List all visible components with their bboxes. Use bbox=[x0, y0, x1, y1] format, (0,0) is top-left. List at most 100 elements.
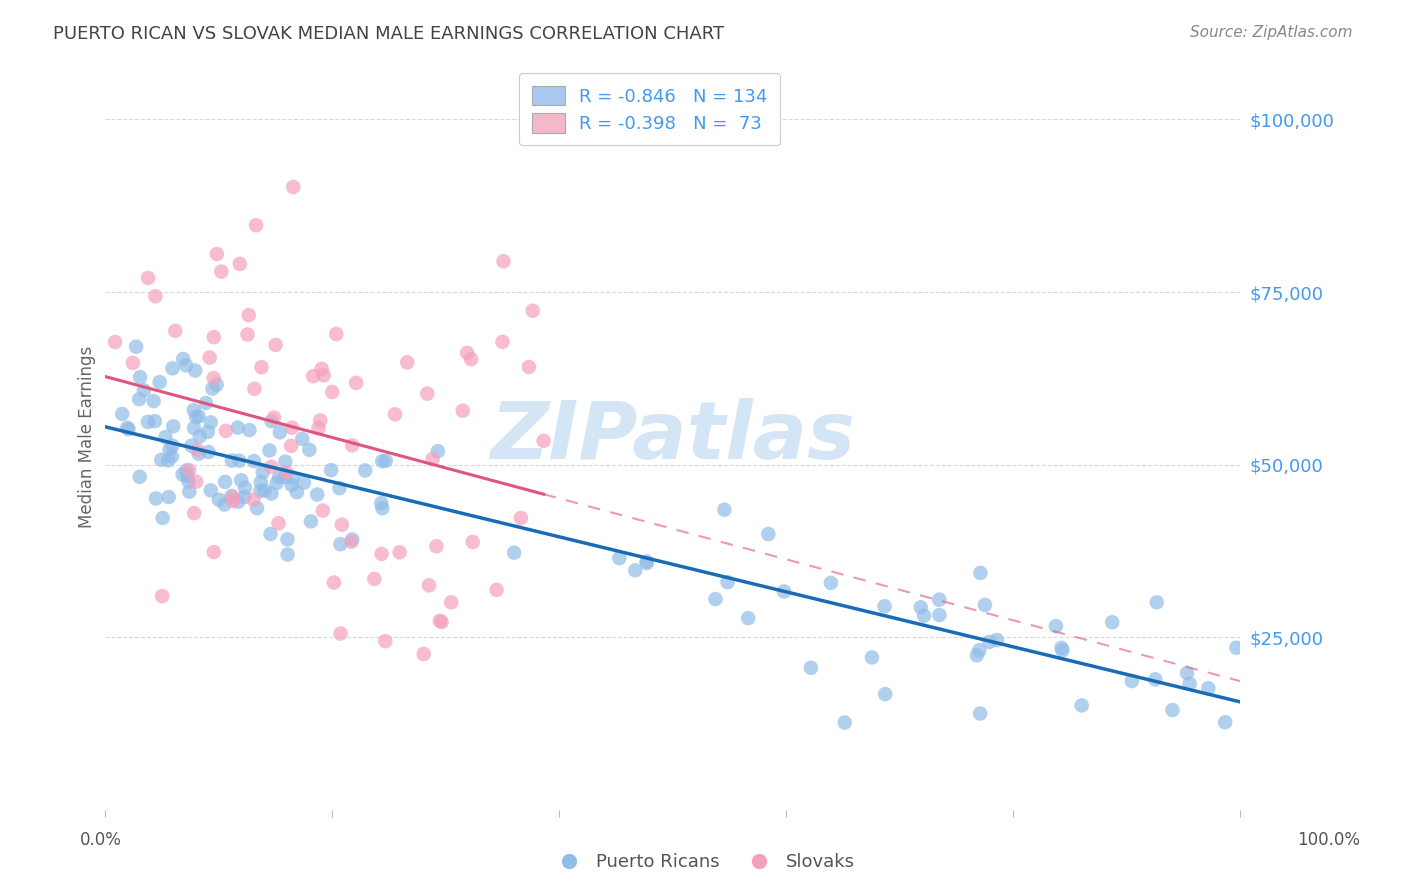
Point bbox=[1101, 615, 1123, 630]
Point bbox=[416, 386, 439, 401]
Point bbox=[292, 475, 315, 490]
Point bbox=[1161, 703, 1184, 717]
Point bbox=[374, 634, 396, 648]
Point bbox=[430, 615, 453, 629]
Point bbox=[969, 706, 991, 721]
Point bbox=[503, 546, 526, 560]
Point bbox=[150, 589, 173, 603]
Point bbox=[260, 459, 283, 474]
Point bbox=[340, 534, 363, 549]
Point bbox=[176, 469, 198, 483]
Point bbox=[974, 598, 997, 612]
Point bbox=[716, 575, 738, 590]
Point bbox=[281, 420, 304, 434]
Point bbox=[197, 445, 219, 459]
Point bbox=[236, 327, 259, 342]
Point bbox=[328, 481, 350, 495]
Point bbox=[636, 554, 658, 568]
Point bbox=[249, 475, 271, 490]
Point bbox=[461, 535, 484, 549]
Point bbox=[322, 575, 344, 590]
Point bbox=[215, 424, 238, 438]
Text: PUERTO RICAN VS SLOVAK MEDIAN MALE EARNINGS CORRELATION CHART: PUERTO RICAN VS SLOVAK MEDIAN MALE EARNI… bbox=[53, 25, 724, 43]
Point bbox=[363, 572, 385, 586]
Point bbox=[221, 453, 243, 467]
Point bbox=[238, 308, 260, 322]
Point bbox=[873, 599, 896, 614]
Point bbox=[186, 475, 208, 489]
Point bbox=[242, 492, 264, 507]
Point bbox=[875, 687, 897, 701]
Point bbox=[344, 376, 367, 390]
Point bbox=[312, 368, 335, 383]
Point bbox=[229, 257, 252, 271]
Point bbox=[485, 582, 508, 597]
Point bbox=[426, 444, 449, 458]
Point bbox=[298, 442, 321, 457]
Point bbox=[243, 454, 266, 468]
Point bbox=[194, 396, 217, 410]
Point bbox=[624, 563, 647, 577]
Point bbox=[312, 503, 335, 517]
Point bbox=[969, 566, 991, 580]
Point bbox=[149, 375, 172, 389]
Point bbox=[384, 408, 406, 422]
Point bbox=[1052, 643, 1074, 657]
Point bbox=[183, 403, 205, 417]
Point bbox=[492, 254, 515, 268]
Point bbox=[1178, 677, 1201, 691]
Point bbox=[198, 351, 221, 365]
Point bbox=[159, 442, 181, 457]
Point bbox=[184, 363, 207, 377]
Point bbox=[202, 330, 225, 344]
Point bbox=[221, 489, 243, 503]
Point bbox=[910, 600, 932, 615]
Point bbox=[226, 420, 249, 434]
Point bbox=[162, 419, 184, 434]
Point bbox=[266, 475, 288, 490]
Point bbox=[269, 425, 291, 440]
Point bbox=[121, 356, 143, 370]
Y-axis label: Median Male Earnings: Median Male Earnings bbox=[79, 346, 96, 528]
Point bbox=[222, 494, 245, 508]
Point bbox=[111, 407, 134, 421]
Point bbox=[979, 635, 1001, 649]
Point bbox=[233, 481, 256, 495]
Point bbox=[966, 648, 988, 663]
Point bbox=[309, 413, 332, 427]
Point bbox=[128, 392, 150, 406]
Point bbox=[267, 516, 290, 531]
Point bbox=[259, 527, 281, 541]
Point bbox=[330, 517, 353, 532]
Point bbox=[291, 432, 314, 446]
Point bbox=[177, 475, 200, 489]
Point bbox=[737, 611, 759, 625]
Point bbox=[321, 463, 343, 477]
Point bbox=[145, 491, 167, 506]
Point bbox=[186, 442, 208, 457]
Point bbox=[607, 551, 630, 566]
Text: 100.0%: 100.0% bbox=[1298, 831, 1360, 849]
Point bbox=[246, 501, 269, 516]
Point bbox=[179, 463, 201, 477]
Point bbox=[713, 502, 735, 516]
Point bbox=[371, 501, 394, 516]
Point bbox=[104, 334, 127, 349]
Point bbox=[302, 369, 325, 384]
Point bbox=[517, 359, 540, 374]
Point bbox=[307, 421, 329, 435]
Point bbox=[231, 473, 253, 487]
Point bbox=[451, 403, 474, 417]
Point bbox=[249, 483, 271, 498]
Point bbox=[214, 498, 236, 512]
Point bbox=[425, 539, 447, 553]
Text: Source: ZipAtlas.com: Source: ZipAtlas.com bbox=[1189, 25, 1353, 40]
Point bbox=[179, 484, 201, 499]
Text: 0.0%: 0.0% bbox=[80, 831, 122, 849]
Point bbox=[429, 614, 451, 628]
Point bbox=[143, 414, 166, 428]
Point bbox=[456, 346, 478, 360]
Point bbox=[277, 548, 299, 562]
Point bbox=[285, 485, 308, 500]
Point bbox=[533, 434, 555, 448]
